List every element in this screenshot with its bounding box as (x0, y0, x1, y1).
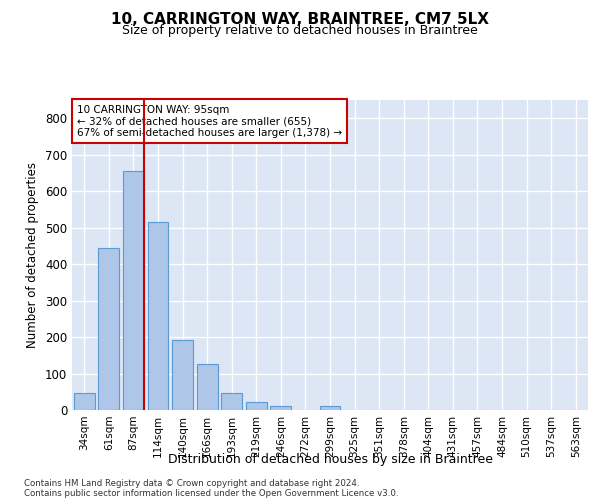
Bar (148, 222, 169, 410)
Text: Contains public sector information licensed under the Open Government Licence v3: Contains public sector information licen… (24, 489, 398, 498)
Bar (320, 406, 340, 410)
Bar (74, 393, 95, 410)
Y-axis label: Number of detached properties: Number of detached properties (26, 162, 40, 348)
Bar (123, 171, 144, 410)
Bar (246, 402, 267, 410)
Text: Contains HM Land Registry data © Crown copyright and database right 2024.: Contains HM Land Registry data © Crown c… (24, 479, 359, 488)
Text: Distribution of detached houses by size in Braintree: Distribution of detached houses by size … (167, 452, 493, 466)
Text: 10, CARRINGTON WAY, BRAINTREE, CM7 5LX: 10, CARRINGTON WAY, BRAINTREE, CM7 5LX (111, 12, 489, 28)
Text: 10 CARRINGTON WAY: 95sqm
← 32% of detached houses are smaller (655)
67% of semi-: 10 CARRINGTON WAY: 95sqm ← 32% of detach… (77, 104, 342, 138)
Text: Size of property relative to detached houses in Braintree: Size of property relative to detached ho… (122, 24, 478, 37)
Bar (98, 248, 119, 410)
Bar (172, 340, 193, 410)
Bar (197, 364, 218, 410)
Bar (271, 406, 292, 410)
Bar (221, 393, 242, 410)
